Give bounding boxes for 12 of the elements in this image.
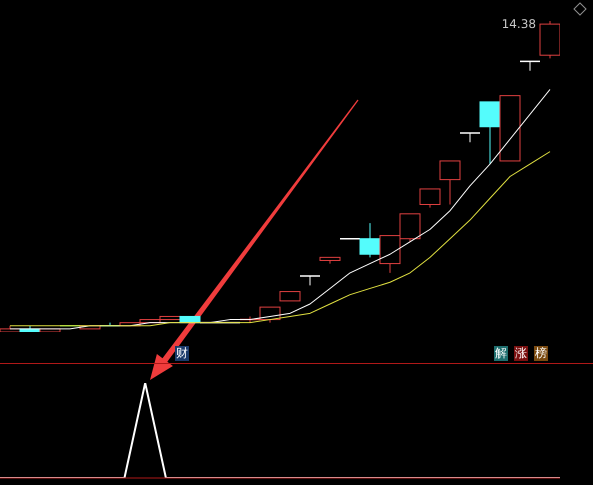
text: 涨 xyxy=(514,346,528,361)
candlestick xyxy=(519,60,541,72)
text: 解 xyxy=(494,346,508,361)
candlestick xyxy=(280,291,300,302)
candlestick xyxy=(459,132,481,143)
text: 财 xyxy=(175,346,189,361)
candlestick xyxy=(420,188,440,208)
text: 榜 xyxy=(534,346,548,361)
candlestick xyxy=(360,222,380,258)
annotation: 14.38 xyxy=(502,17,536,31)
candlestick xyxy=(299,275,321,286)
candlestick xyxy=(440,160,460,205)
